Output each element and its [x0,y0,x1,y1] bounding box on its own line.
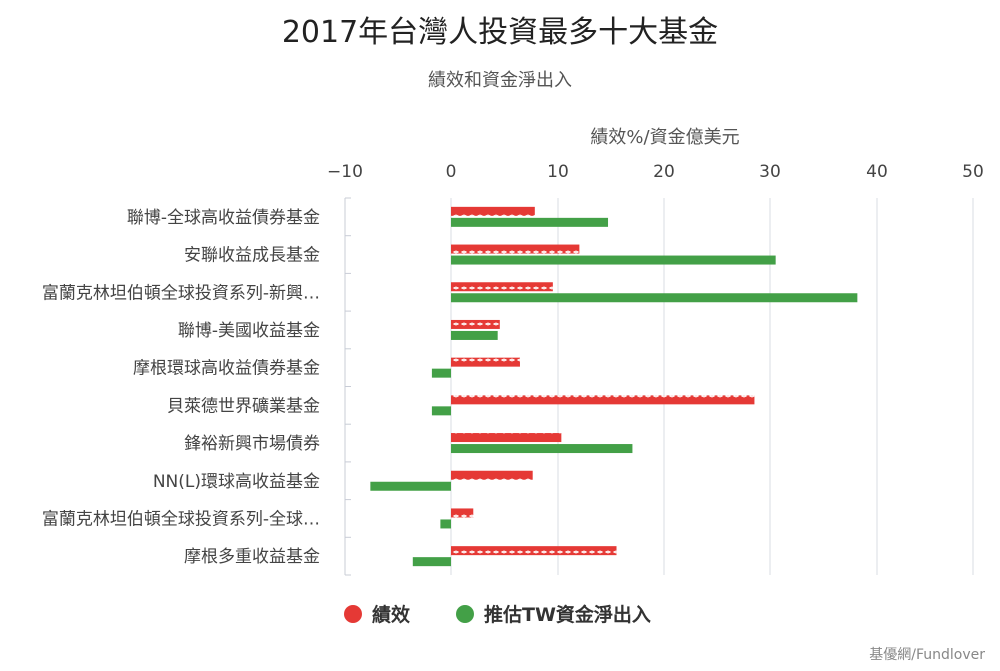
bar-series-1[interactable] [451,244,580,254]
legend-item-series-2[interactable]: 推估TW資金淨出入 [456,603,651,626]
bar-series-2[interactable] [451,444,633,454]
bar-series-2[interactable] [431,406,451,416]
bar-series-1[interactable] [451,206,535,216]
bar-series-2[interactable] [440,519,451,529]
legend-item-series-1[interactable]: 績效 [344,603,410,626]
category-label: 聯博-全球高收益債券基金 [127,208,320,228]
chart-title: 2017年台灣人投資最多十大基金 [282,15,718,50]
legend: 績效 推估TW資金淨出入 [344,603,651,626]
bar-series-1[interactable] [451,508,474,518]
category-label: 安聯收益成長基金 [184,246,320,266]
category-label: 貝萊德世界礦業基金 [167,396,320,416]
x-tick-label: 50 [962,162,984,182]
category-label: 富蘭克林坦伯頓全球投資系列-新興… [42,283,320,303]
x-tick-label: 40 [866,162,888,182]
legend-label-series-1: 績效 [372,603,410,626]
legend-marker-series-2 [456,605,474,623]
source-credit: 基優網/Fundlover [869,646,985,663]
gridlines [450,198,974,575]
category-label: NN(L)環球高收益基金 [153,472,320,492]
bar-series-1[interactable] [451,357,520,367]
bar-series-1[interactable] [451,282,553,292]
bars [370,206,858,567]
category-label: 摩根環球高收益債券基金 [133,359,320,379]
bar-series-2[interactable] [451,255,776,265]
bar-series-1[interactable] [451,470,533,480]
x-tick-label: 0 [446,162,457,182]
bar-series-2[interactable] [412,557,451,567]
category-label: 聯博-美國收益基金 [178,321,320,341]
x-tick-label: −10 [327,162,363,182]
bar-series-2[interactable] [370,481,451,491]
x-tick-label: 30 [759,162,781,182]
x-axis-title: 績效%/資金億美元 [590,127,739,148]
bar-series-2[interactable] [451,217,609,227]
chart-subtitle: 績效和資金淨出入 [428,70,572,91]
bar-series-1[interactable] [451,546,617,556]
legend-label-series-2: 推估TW資金淨出入 [484,603,651,626]
bar-series-1[interactable] [451,395,755,405]
bar-series-2[interactable] [451,293,858,303]
x-tick-label: 20 [653,162,675,182]
bar-series-1[interactable] [451,319,500,329]
axes: −10 0 10 20 30 40 50 聯博-全球高收益債券基金安聯收益成長基金富蘭克林坦伯… [42,162,984,576]
category-label: 富蘭克林坦伯頓全球投資系列-全球… [42,509,320,529]
legend-marker-series-1 [344,605,362,623]
category-label: 鋒裕新興市場債券 [184,434,320,454]
bar-series-2[interactable] [431,368,451,378]
category-label: 摩根多重收益基金 [184,547,320,567]
bar-series-1[interactable] [451,433,562,443]
bar-series-2[interactable] [451,330,498,340]
x-tick-label: 10 [547,162,569,182]
